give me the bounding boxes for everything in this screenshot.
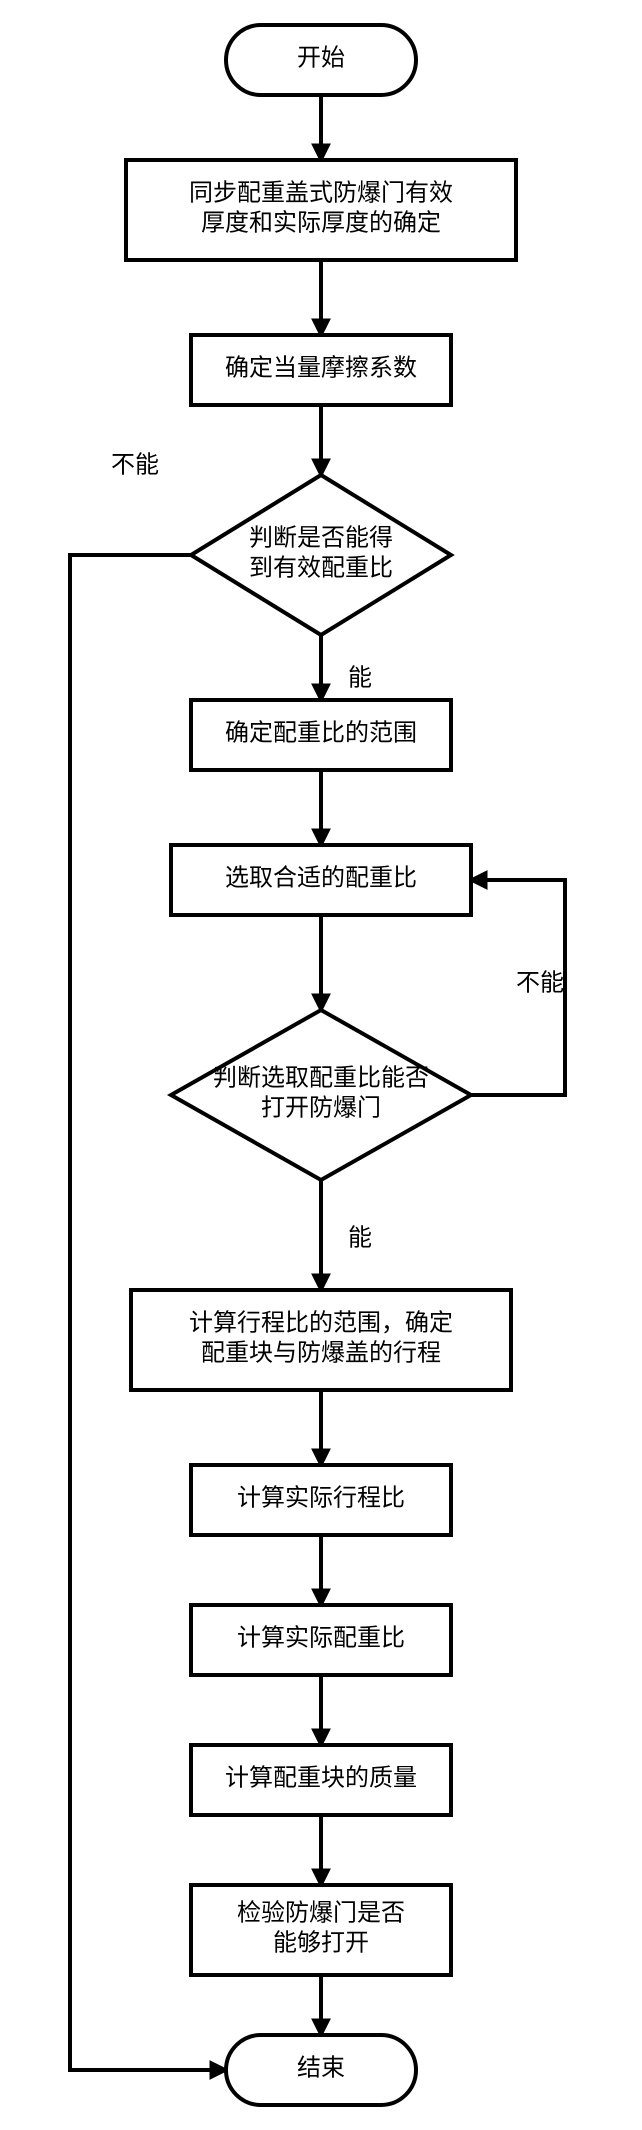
edge-label-d1-end: 不能	[111, 452, 159, 479]
node-n6-text: 计算实际行程比	[237, 1485, 405, 1512]
node-n5-text: 配重块与防爆盖的行程	[201, 1340, 441, 1367]
node-n7-text: 计算实际配重比	[237, 1625, 405, 1652]
flowchart: 能能不能不能开始同步配重盖式防爆门有效厚度和实际厚度的确定确定当量摩擦系数判断是…	[0, 0, 642, 2130]
node-n1-text: 厚度和实际厚度的确定	[201, 210, 441, 237]
node-d1-text: 判断是否能得	[249, 525, 393, 552]
edge-label-d1-n3: 能	[348, 665, 372, 692]
node-n1-text: 同步配重盖式防爆门有效	[189, 180, 453, 207]
node-n8-text: 计算配重块的质量	[225, 1765, 417, 1792]
node-d2-text: 判断选取配重比能否	[213, 1065, 429, 1092]
node-n9-text: 检验防爆门是否	[237, 1900, 405, 1927]
node-n3-text: 确定配重比的范围	[225, 720, 417, 747]
node-n2-text: 确定当量摩擦系数	[225, 355, 417, 382]
edge-label-d2-n5: 能	[348, 1225, 372, 1252]
node-n5-text: 计算行程比的范围，确定	[189, 1310, 453, 1337]
node-end-text: 结束	[297, 2055, 345, 2082]
node-n4-text: 选取合适的配重比	[225, 865, 417, 892]
node-d1-text: 到有效配重比	[249, 555, 393, 582]
node-d2-text: 打开防爆门	[261, 1095, 381, 1122]
node-start-text: 开始	[297, 45, 345, 72]
edge-label-d2-n4: 不能	[516, 970, 564, 997]
node-n9-text: 能够打开	[273, 1930, 369, 1957]
